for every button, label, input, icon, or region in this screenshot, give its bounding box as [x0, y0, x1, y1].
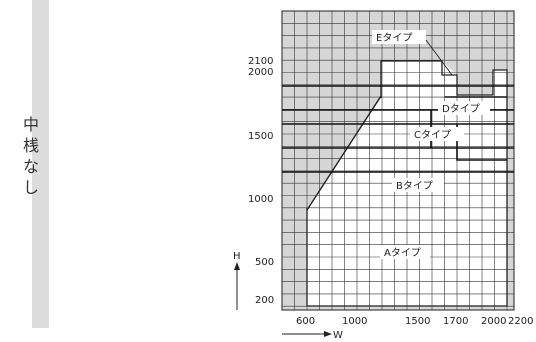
diagonal-boundary: [306, 95, 382, 211]
region-label-bg: [380, 245, 430, 259]
region-label-d: Dタイプ: [442, 103, 480, 115]
y-axis-label: H: [233, 251, 241, 262]
region-label-b: Bタイプ: [396, 180, 433, 192]
side-label-char: な: [22, 157, 39, 176]
x-tick-label: 1700: [443, 316, 468, 327]
x-tick-label: 2000: [481, 316, 506, 327]
region-label-c: Cタイプ: [414, 129, 451, 141]
side-panel: [32, 0, 49, 328]
region-label-bg: [410, 127, 464, 141]
allowed-area-outline: [306, 60, 508, 307]
x-tick-label: 1000: [342, 316, 367, 327]
side-label-char: 中: [22, 115, 39, 134]
x-tick-label: 1500: [405, 316, 430, 327]
region-label-bg: [372, 30, 426, 44]
region-label-bg: [392, 178, 444, 192]
plot-frame: [281, 10, 515, 311]
x-axis-label: W: [333, 330, 343, 341]
side-label-char: 桟: [22, 136, 39, 155]
x-tick-label: 2200: [508, 316, 533, 327]
side-label: 中 桟 な し: [14, 114, 48, 198]
x-tick-label: 600: [296, 316, 315, 327]
region-label-e: Eタイプ: [376, 32, 412, 44]
y-axis-arrowhead: [234, 262, 240, 270]
y-tick-label: 1000: [248, 194, 273, 205]
y-tick-label: 200: [255, 295, 274, 306]
leader-line: [425, 39, 453, 76]
side-label-char: し: [22, 178, 39, 197]
region-label-a: Aタイプ: [384, 247, 421, 259]
x-axis-arrowhead: [324, 331, 332, 337]
y-tick-label: 2000: [248, 67, 273, 78]
y-tick-label: 1500: [248, 131, 273, 142]
region-label-bg: [438, 101, 490, 115]
y-tick-label: 500: [255, 257, 274, 268]
y-tick-label: 2100: [248, 56, 273, 67]
